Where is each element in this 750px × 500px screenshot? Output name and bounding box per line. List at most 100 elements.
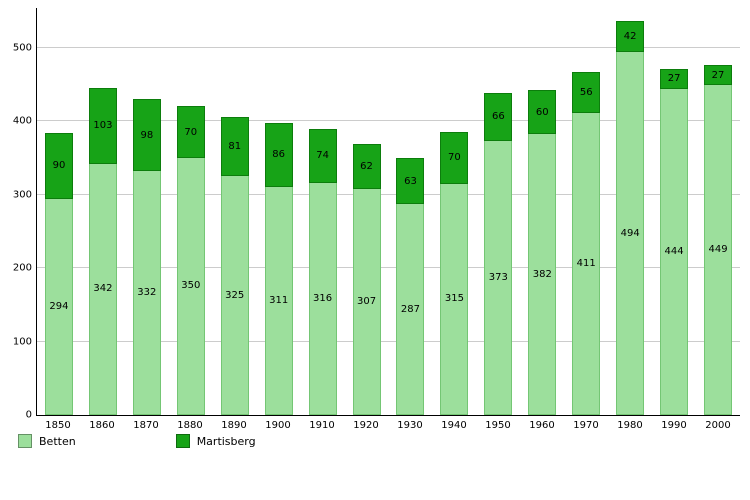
x-tick-label: 1990 [661, 420, 687, 431]
bar-segment-betten: 294 [44, 199, 73, 415]
bar-segment-martisberg: 63 [396, 157, 425, 205]
bar-slot: 70 315 [432, 8, 476, 415]
bar-group-1930: 63 287 [396, 157, 425, 415]
bar-group-1850: 90 294 [44, 132, 73, 415]
bar-segment-martisberg: 66 [484, 92, 513, 141]
legend-swatch-betten [18, 434, 32, 448]
bar-group-1860: 103 342 [88, 88, 117, 415]
bar-segment-martisberg: 70 [176, 106, 205, 158]
bar-segment-martisberg: 103 [88, 88, 117, 164]
bars-container: 90 294 103 342 98 332 70 350 81 325 86 311 74 316 62 30… [37, 8, 740, 415]
x-tick-label: 1950 [485, 420, 511, 431]
legend-label-betten: Betten [39, 434, 76, 448]
bar-group-1880: 70 350 [176, 106, 205, 415]
y-tick-label: 200 [12, 262, 32, 274]
bar-segment-betten: 316 [308, 182, 337, 415]
bar-slot: 27 449 [696, 8, 740, 415]
bar-segment-betten: 332 [132, 171, 161, 415]
x-tick-label: 1860 [89, 420, 115, 431]
y-tick-label: 100 [12, 336, 32, 348]
bar-group-2000: 27 449 [704, 65, 733, 415]
bar-segment-betten: 342 [88, 163, 117, 415]
chart-legend: Betten Martisberg [18, 434, 356, 448]
bar-group-1920: 62 307 [352, 143, 381, 415]
x-tick-label: 1960 [529, 420, 555, 431]
x-tick-label: 1910 [309, 420, 335, 431]
bar-segment-martisberg: 42 [616, 21, 645, 53]
bar-group-1890: 81 325 [220, 116, 249, 415]
bar-segment-martisberg: 27 [704, 65, 733, 86]
bar-slot: 81 325 [213, 8, 257, 415]
bar-slot: 27 444 [652, 8, 696, 415]
bar-segment-betten: 350 [176, 157, 205, 415]
gridline [37, 120, 740, 122]
bar-segment-betten: 449 [704, 85, 733, 415]
bar-segment-betten: 494 [616, 52, 645, 415]
bar-slot: 103 342 [81, 8, 125, 415]
bar-segment-betten: 307 [352, 189, 381, 415]
x-tick-label: 1940 [441, 420, 467, 431]
gridline [37, 193, 740, 195]
gridline [37, 340, 740, 342]
legend-label-martisberg: Martisberg [196, 434, 256, 448]
x-tick-label: 1920 [353, 420, 379, 431]
bar-slot: 42 494 [608, 8, 652, 415]
bar-segment-betten: 311 [264, 186, 293, 415]
bar-slot: 56 411 [564, 8, 608, 415]
bar-slot: 98 332 [125, 8, 169, 415]
bar-segment-martisberg: 27 [660, 68, 689, 89]
bar-slot: 62 307 [345, 8, 389, 415]
bar-segment-martisberg: 86 [264, 123, 293, 187]
bar-slot: 63 287 [389, 8, 433, 415]
x-tick-label: 1880 [177, 420, 203, 431]
bar-group-1870: 98 332 [132, 99, 161, 415]
bar-group-1940: 70 315 [440, 132, 469, 415]
x-tick-label: 1900 [265, 420, 291, 431]
bar-segment-martisberg: 90 [44, 132, 73, 200]
bar-group-1970: 56 411 [572, 71, 601, 415]
legend-item-martisberg: Martisberg [175, 434, 256, 448]
x-tick-label: 1970 [573, 420, 599, 431]
bar-slot: 60 382 [520, 8, 564, 415]
bar-slot: 74 316 [301, 8, 345, 415]
bar-segment-betten: 315 [440, 183, 469, 415]
plot-area: 90 294 103 342 98 332 70 350 81 325 86 311 74 316 62 30… [13, 8, 740, 421]
bar-segment-martisberg: 60 [528, 90, 557, 135]
bar-segment-martisberg: 74 [308, 128, 337, 183]
bar-group-1910: 74 316 [308, 128, 337, 415]
bar-segment-betten: 411 [572, 113, 601, 415]
x-tick-label: 1980 [617, 420, 643, 431]
x-tick-label: 2000 [705, 420, 731, 431]
y-tick-label: 500 [12, 42, 32, 54]
legend-swatch-martisberg [175, 434, 190, 448]
x-tick-label: 1870 [133, 420, 159, 431]
bar-segment-betten: 382 [528, 134, 557, 415]
bar-segment-martisberg: 62 [352, 143, 381, 190]
bar-slot: 66 373 [476, 8, 520, 415]
y-tick-label: 400 [12, 115, 32, 127]
y-tick-label: 300 [12, 189, 32, 201]
bar-slot: 70 350 [169, 8, 213, 415]
gridline [37, 46, 740, 48]
bar-group-1900: 86 311 [264, 123, 293, 415]
x-tick-label: 1930 [397, 420, 423, 431]
bar-segment-martisberg: 56 [572, 71, 601, 114]
bar-segment-martisberg: 81 [220, 116, 249, 177]
bar-segment-betten: 325 [220, 176, 249, 415]
bar-segment-martisberg: 70 [440, 132, 469, 184]
x-axis-labels: 1850 1860 1870 1880 1890 1900 1910 1920 1930 1940… [36, 420, 740, 431]
bar-segment-betten: 444 [660, 88, 689, 415]
x-tick-label: 1890 [221, 420, 247, 431]
y-tick-label: 0 [25, 409, 32, 421]
bar-segment-betten: 373 [484, 140, 513, 415]
bar-group-1960: 60 382 [528, 90, 557, 415]
bar-group-1990: 27 444 [660, 68, 689, 415]
bar-slot: 86 311 [257, 8, 301, 415]
bar-group-1980: 42 494 [616, 21, 645, 415]
bar-slot: 90 294 [37, 8, 81, 415]
gridline [37, 267, 740, 269]
bar-group-1950: 66 373 [484, 92, 513, 415]
bar-segment-martisberg: 98 [132, 99, 161, 172]
x-tick-label: 1850 [45, 420, 71, 431]
